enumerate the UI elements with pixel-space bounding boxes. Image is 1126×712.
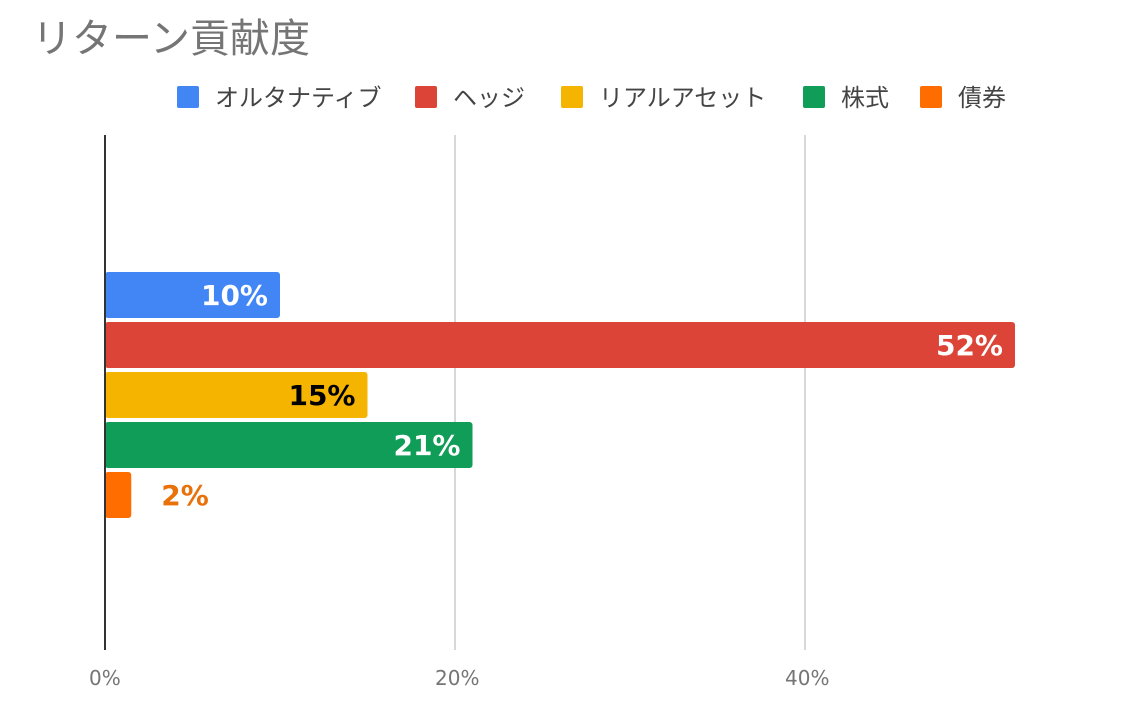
legend-item: リアルアセット — [561, 84, 766, 112]
legend-swatch — [803, 86, 825, 108]
bar — [105, 422, 473, 468]
bar — [105, 472, 132, 518]
legend-item: 株式 — [803, 84, 889, 112]
legend: オルタナティブ ヘッジ リアルアセット 株式 債券 — [177, 84, 1006, 112]
chart-title: リターン貢献度 — [32, 16, 310, 62]
bar — [105, 272, 280, 318]
data-labels: 10% 52% 15% 21% 2% — [161, 279, 1003, 512]
bars — [105, 272, 1015, 518]
data-label: 2% — [161, 479, 209, 512]
legend-label: リアルアセット — [599, 84, 766, 112]
bar — [105, 372, 368, 418]
legend-label: 債券 — [958, 84, 1006, 112]
legend-label: 株式 — [841, 84, 889, 112]
legend-item: ヘッジ — [415, 84, 525, 112]
legend-swatch — [415, 86, 437, 108]
legend-swatch — [177, 86, 199, 108]
x-tick-label: 40% — [785, 666, 829, 690]
gridlines — [454, 135, 806, 650]
data-label: 10% — [201, 279, 268, 312]
legend-label: ヘッジ — [453, 84, 525, 112]
bar — [105, 322, 1015, 368]
legend-label: オルタナティブ — [215, 84, 382, 112]
legend-item: オルタナティブ — [177, 84, 382, 112]
x-tick-label: 0% — [89, 666, 121, 690]
x-axis-ticks: 0% 20% 40% — [89, 666, 829, 690]
legend-swatch — [920, 86, 942, 108]
data-label: 21% — [393, 429, 460, 462]
data-label: 52% — [936, 329, 1003, 362]
data-label: 15% — [288, 379, 355, 412]
legend-item: 債券 — [920, 84, 1006, 112]
legend-swatch — [561, 86, 583, 108]
x-tick-label: 20% — [435, 666, 479, 690]
